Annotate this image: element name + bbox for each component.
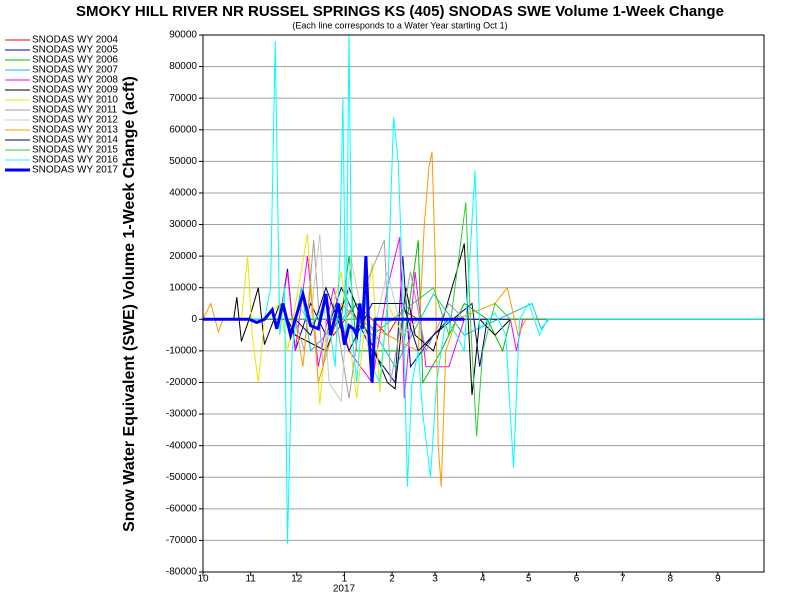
chart-title: SMOKY HILL RIVER NR RUSSEL SPRINGS KS (4… <box>76 3 724 20</box>
y-tick-label: -60000 <box>166 503 198 514</box>
x-tick-label: 1 <box>342 574 348 585</box>
legend-label: SNODAS WY 2011 <box>32 105 118 116</box>
legend-label: SNODAS WY 2017 <box>32 165 118 176</box>
data-line <box>203 34 764 544</box>
plot-border <box>202 34 765 573</box>
y-tick-label: -20000 <box>166 377 198 388</box>
y-tick-label: -40000 <box>166 440 198 451</box>
legend-label: SNODAS WY 2013 <box>32 125 118 136</box>
x-tick-label: 12 <box>291 574 303 585</box>
x-tick-label: 11 <box>245 574 256 585</box>
legend-label: SNODAS WY 2009 <box>32 85 118 96</box>
chart-subtitle: (Each line corresponds to a Water Year s… <box>292 20 507 30</box>
legend-label: SNODAS WY 2004 <box>32 35 118 46</box>
legend-label: SNODAS WY 2014 <box>32 135 118 146</box>
x-tick-label: 6 <box>574 574 580 585</box>
y-tick-label: 0 <box>191 314 197 325</box>
legend-label: SNODAS WY 2012 <box>32 115 118 126</box>
y-tick-label: -30000 <box>166 409 198 420</box>
y-tick-label: 80000 <box>169 61 197 72</box>
y-tick-label: -70000 <box>166 535 198 546</box>
legend-label: SNODAS WY 2015 <box>32 145 118 156</box>
y-tick-label: 70000 <box>169 93 197 104</box>
x-tick-label: 4 <box>480 574 486 585</box>
x-tick-label: 5 <box>526 574 532 585</box>
data-line <box>203 233 764 403</box>
x-sublabel: 2017 <box>333 584 356 595</box>
y-tick-label: 40000 <box>169 188 197 199</box>
legend-label: SNODAS WY 2006 <box>32 55 118 66</box>
data-line <box>203 256 465 383</box>
x-tick-label: 10 <box>197 574 209 585</box>
x-tick-label: 3 <box>432 574 438 585</box>
y-axis-label: Snow Water Equivalent (SWE) Volume 1-Wee… <box>121 76 138 532</box>
y-tick-label: 90000 <box>169 30 197 41</box>
y-tick-label: 20000 <box>169 251 197 262</box>
data-line <box>203 243 764 396</box>
x-tick-label: 7 <box>620 574 626 585</box>
x-tick-label: 2 <box>389 574 395 585</box>
y-tick-label: 10000 <box>169 282 197 293</box>
y-tick-label: 30000 <box>169 219 197 230</box>
legend-label: SNODAS WY 2016 <box>32 155 118 166</box>
x-tick-label: 8 <box>667 574 673 585</box>
y-tick-label: -50000 <box>166 472 198 483</box>
data-line <box>203 286 764 353</box>
data-line <box>203 240 764 385</box>
y-tick-label: 50000 <box>169 156 197 167</box>
y-tick-label: 60000 <box>169 124 197 135</box>
plot-area <box>203 35 764 572</box>
y-tick-label: -80000 <box>166 567 198 578</box>
y-tick-label: -10000 <box>166 346 198 357</box>
legend-label: SNODAS WY 2010 <box>32 95 118 106</box>
legend-label: SNODAS WY 2008 <box>32 75 118 86</box>
legend-label: SNODAS WY 2007 <box>32 65 118 76</box>
x-tick-label: 9 <box>715 574 721 585</box>
legend-label: SNODAS WY 2005 <box>32 45 118 56</box>
